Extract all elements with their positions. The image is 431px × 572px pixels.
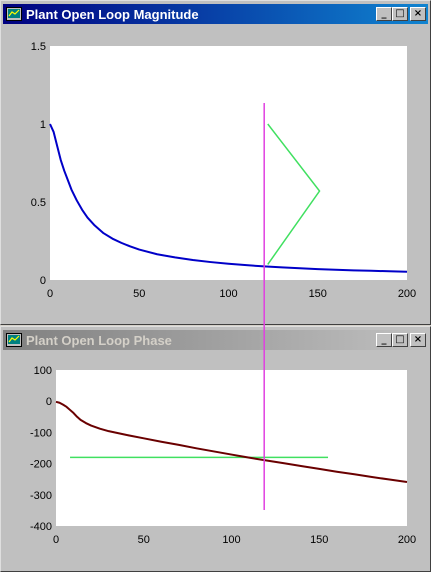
magnitude-title-bar[interactable]: Plant Open Loop Magnitude _ □ × [3,4,428,24]
x-tick-label: 50 [138,534,150,546]
x-tick-label: 0 [53,534,59,546]
magnitude-window-title: Plant Open Loop Magnitude [26,6,199,22]
phase-window-title: Plant Open Loop Phase [26,332,172,348]
y-tick-label: -400 [30,521,52,533]
phase-plot-area [56,370,407,526]
app-icon [6,7,22,21]
x-tick-label: 100 [222,534,240,546]
magnitude-plot-area [50,46,407,280]
phase-window: Plant Open Loop Phase _ □ × 100 0 -100 -200… [0,326,431,572]
close-button[interactable]: × [410,7,426,21]
x-tick-label: 150 [309,288,327,300]
y-tick-label: -100 [30,427,52,439]
x-tick-label: 100 [219,288,237,300]
x-tick-label: 150 [310,534,328,546]
magnitude-guide-line [267,123,321,265]
maximize-button[interactable]: □ [392,333,408,347]
magnitude-series-line [49,123,408,273]
magnitude-chart: 0 0.5 1 1.5 0 50 100 150 200 [31,41,416,300]
x-tick-label: 200 [398,288,416,300]
x-tick-label: 0 [47,288,53,300]
y-tick-label: 100 [34,365,52,377]
phase-series-line [55,400,408,483]
minimize-button[interactable]: _ [376,333,392,347]
y-tick-label: 0 [46,396,52,408]
magnitude-window: Plant Open Loop Magnitude _ □ × 0 0.5 1 1.5… [0,0,431,325]
maximize-button[interactable]: □ [392,7,408,21]
x-tick-label: 50 [133,288,145,300]
y-tick-label: -200 [30,459,52,471]
phase-title-bar[interactable]: Plant Open Loop Phase _ □ × [3,330,428,350]
close-button[interactable]: × [410,333,426,347]
app-icon [6,333,22,347]
y-tick-label: -300 [30,490,52,502]
y-tick-label: 0.5 [31,197,46,209]
minimize-button[interactable]: _ [376,7,392,21]
x-tick-label: 200 [398,534,416,546]
y-tick-label: 1 [40,119,46,131]
y-tick-label: 1.5 [31,41,46,53]
y-tick-label: 0 [40,275,46,287]
